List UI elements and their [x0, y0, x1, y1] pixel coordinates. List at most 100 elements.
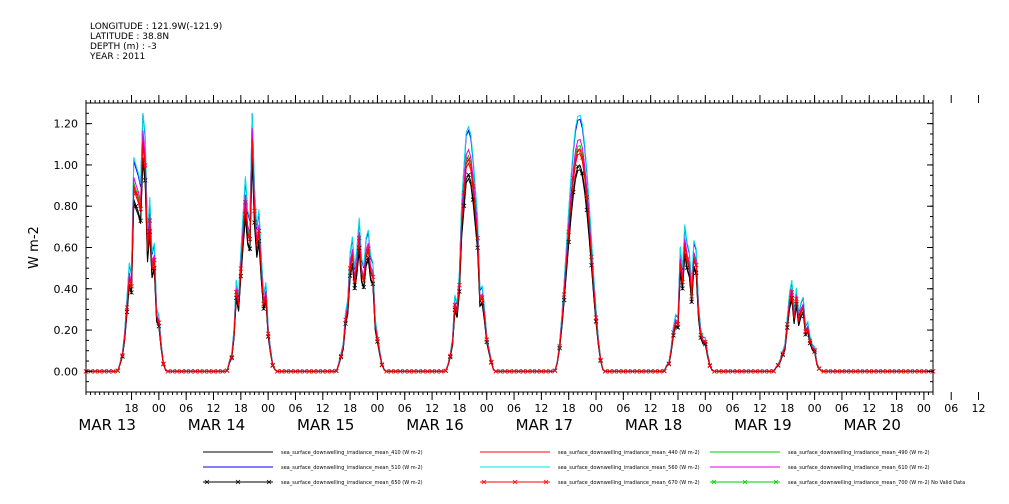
- series-marker-6: [684, 265, 690, 270]
- series-marker-7: [634, 369, 640, 374]
- series-marker-7: [898, 369, 904, 374]
- legend-marker-7: [512, 479, 518, 485]
- series-marker-7: [161, 361, 166, 367]
- series-marker-7: [648, 369, 653, 374]
- series-marker-7: [138, 206, 143, 212]
- series-marker-7: [274, 369, 280, 374]
- series-marker-7: [798, 309, 804, 315]
- axis-layer: 0.00 0.20 0.40 0.60 0.80 1.00 1.20 18 00 06 12 18 00…: [54, 95, 986, 434]
- series-marker-7: [511, 369, 517, 374]
- series-marker-7: [839, 369, 845, 374]
- series-marker-7: [156, 320, 162, 325]
- legend-marker-6: [235, 479, 241, 485]
- date-label: MAR 16: [406, 416, 463, 434]
- series-marker-7: [520, 369, 526, 374]
- series-marker-7: [812, 347, 817, 353]
- series-marker-7: [857, 369, 863, 374]
- series-marker-6: [466, 172, 471, 178]
- series-marker-7: [871, 369, 877, 374]
- series-marker-7: [261, 301, 266, 307]
- series-marker-7: [243, 199, 248, 205]
- series-marker-7: [438, 369, 444, 374]
- series-marker-7: [211, 369, 216, 374]
- series-marker-7: [630, 369, 635, 374]
- series-marker-6: [138, 218, 143, 224]
- series-marker-7: [233, 289, 239, 295]
- legend-label-1: sea_surface_downwelling_irradiance_mean_…: [558, 450, 700, 456]
- series-marker-7: [461, 190, 467, 196]
- series-marker-7: [306, 369, 312, 374]
- series-marker-7: [657, 369, 663, 374]
- series-marker-7: [516, 369, 521, 374]
- series-marker-7: [716, 369, 722, 374]
- series-marker-7: [643, 369, 649, 374]
- series-marker-7: [885, 369, 890, 374]
- series-marker-7: [912, 369, 918, 374]
- series-marker-7: [402, 369, 408, 374]
- series-marker-7: [748, 369, 754, 374]
- series-marker-7: [529, 369, 535, 374]
- series-marker-7: [552, 368, 558, 373]
- x-tick-label: 12: [862, 402, 876, 415]
- series-marker-7: [425, 369, 430, 374]
- series-marker-7: [639, 369, 644, 374]
- x-tick-label: 00: [152, 402, 166, 415]
- series-marker-7: [821, 369, 826, 374]
- series-marker-7: [470, 183, 476, 189]
- y-tick-label: 1.20: [54, 118, 79, 131]
- x-tick-label: 18: [780, 402, 794, 415]
- series-marker-7: [721, 369, 726, 374]
- header-latitude: LATITUDE : 38.8N: [90, 32, 170, 42]
- series-marker-7: [698, 332, 704, 338]
- series-marker-7: [830, 369, 836, 374]
- legend-label-2: sea_surface_downwelling_irradiance_mean_…: [788, 450, 930, 456]
- series-marker-6: [575, 164, 581, 169]
- series-marker-7: [183, 369, 189, 374]
- header-depth: DEPTH (m) : -3: [90, 42, 157, 52]
- series-marker-7: [452, 302, 458, 308]
- series-marker-7: [165, 369, 171, 374]
- legend-label-5: sea_surface_downwelling_irradiance_mean_…: [788, 465, 930, 471]
- series-marker-7: [379, 362, 385, 367]
- series-marker-7: [753, 369, 758, 374]
- x-tick-label: 18: [562, 402, 576, 415]
- y-tick-label: 0.60: [54, 242, 79, 255]
- series-marker-7: [270, 362, 275, 368]
- series-marker-7: [611, 369, 617, 374]
- x-tick-label: 18: [671, 402, 685, 415]
- series-marker-7: [352, 279, 357, 284]
- series-marker-7: [689, 294, 694, 299]
- series-marker-7: [789, 289, 795, 295]
- series-marker-7: [101, 369, 107, 374]
- series-marker-7: [147, 218, 153, 223]
- series-marker-7: [712, 369, 717, 374]
- series-marker-7: [193, 369, 198, 374]
- series-marker-7: [917, 369, 922, 374]
- series-marker-7: [844, 369, 849, 374]
- x-tick-label: 12: [972, 402, 986, 415]
- series-marker-7: [762, 369, 767, 374]
- date-label: MAR 18: [625, 416, 682, 434]
- series-marker-7: [475, 235, 480, 241]
- series-marker-7: [807, 338, 813, 344]
- series-marker-7: [602, 369, 608, 374]
- series-marker-7: [866, 369, 872, 374]
- series-marker-7: [903, 369, 908, 374]
- date-label: MAR 20: [843, 416, 900, 434]
- series-marker-7: [133, 190, 139, 196]
- series-marker-7: [224, 368, 230, 373]
- series-marker-7: [106, 369, 112, 374]
- series-marker-7: [693, 262, 699, 268]
- series-marker-6: [680, 286, 685, 291]
- series-marker-7: [256, 228, 262, 234]
- series-marker-7: [921, 369, 927, 374]
- legend-label-4: sea_surface_downwelling_irradiance_mean_…: [558, 465, 700, 471]
- series-marker-7: [174, 369, 180, 374]
- series-marker-7: [111, 369, 116, 374]
- series-marker-7: [557, 343, 562, 349]
- series-marker-7: [589, 254, 594, 260]
- series-marker-7: [115, 368, 121, 374]
- series-marker-7: [197, 369, 203, 374]
- series-marker-7: [238, 266, 244, 271]
- series-marker-7: [853, 369, 858, 374]
